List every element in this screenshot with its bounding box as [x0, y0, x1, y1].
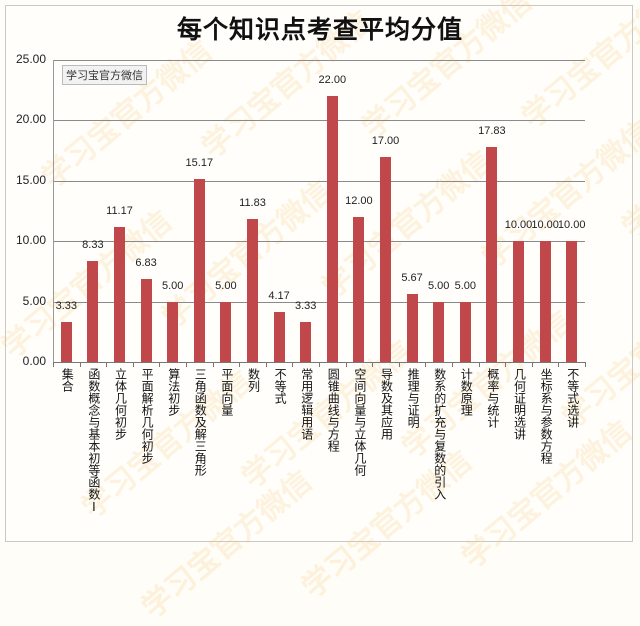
- y-axis: [53, 60, 54, 362]
- bar: [539, 241, 551, 362]
- bar: [566, 241, 578, 362]
- bar: [247, 219, 258, 362]
- y-tick-label: 10.00: [15, 233, 46, 248]
- x-tick: [319, 362, 320, 367]
- chart-frame: [5, 5, 633, 542]
- chart-title: 每个知识点考查平均分值: [176, 15, 463, 44]
- x-category-label: 推理与证明: [406, 368, 421, 428]
- x-tick: [265, 362, 267, 367]
- bar-value-label: 3.33: [55, 299, 77, 312]
- x-tick: [53, 362, 54, 367]
- bar-value-label: 11.83: [239, 197, 266, 210]
- bar-value-label: 5.00: [215, 279, 237, 292]
- x-tick: [132, 362, 134, 367]
- x-tick: [531, 362, 533, 367]
- x-tick: [239, 362, 241, 367]
- annotation-label: 学习宝官方微信: [62, 65, 147, 85]
- x-tick: [452, 362, 453, 367]
- x-category-label: 常用逻辑用语: [299, 368, 314, 440]
- bar-value-label: 5.67: [401, 271, 423, 284]
- bar-value-label: 11.17: [106, 205, 133, 218]
- bar: [114, 227, 125, 362]
- bar-value-label: 12.00: [345, 195, 373, 208]
- x-tick: [425, 362, 427, 367]
- bar: [326, 96, 338, 362]
- x-tick: [106, 362, 108, 367]
- bar-value-label: 6.83: [135, 257, 157, 270]
- bar-value-label: 4.17: [268, 289, 290, 302]
- bar: [353, 217, 365, 362]
- x-tick: [212, 362, 214, 367]
- bar-value-label: 5.00: [454, 279, 476, 292]
- y-tick-label: 5.00: [22, 293, 46, 308]
- bar: [513, 241, 524, 362]
- bar-value-label: 10.00: [504, 219, 533, 232]
- x-category-label: 空间向量与立体几何: [352, 368, 367, 476]
- x-category-label: 算法初步: [166, 368, 181, 416]
- bar-value-label: 10.00: [557, 219, 586, 232]
- bar: [300, 321, 312, 362]
- bar: [433, 301, 445, 362]
- bar-value-label: 15.17: [185, 156, 214, 169]
- x-category-label: 函数概念与基本初等函数I: [86, 368, 101, 514]
- gridline: [53, 180, 585, 182]
- bar-value-label: 5.00: [161, 279, 184, 292]
- bar-value-label: 10.00: [531, 219, 559, 232]
- x-tick: [292, 362, 294, 367]
- gridline: [53, 301, 585, 303]
- gridline: [53, 120, 585, 122]
- gridline: [53, 60, 585, 61]
- plot-area: [53, 60, 585, 362]
- bar-value-label: 3.33: [294, 299, 317, 312]
- bar: [140, 279, 152, 362]
- x-tick: [372, 362, 374, 367]
- x-category-label: 不等式: [273, 368, 288, 404]
- x-category-label: 导数及其应用: [379, 368, 394, 440]
- bar: [193, 178, 205, 362]
- x-tick: [558, 362, 560, 367]
- x-tick: [79, 362, 81, 367]
- x-tick: [585, 362, 586, 367]
- bar-value-label: 5.00: [427, 279, 450, 292]
- x-tick: [345, 362, 347, 367]
- bar: [380, 156, 391, 362]
- gridline: [53, 241, 585, 243]
- y-tick-label: 0.00: [22, 354, 46, 368]
- x-tick: [186, 362, 187, 367]
- x-category-label: 数列: [246, 368, 261, 392]
- x-tick: [505, 362, 507, 367]
- x-category-label: 数系的扩充与复数的引入: [432, 368, 447, 500]
- bar: [486, 146, 498, 362]
- x-category-label: 概率与统计: [485, 368, 500, 428]
- x-category-label: 坐标系与参数方程: [539, 368, 554, 464]
- bar: [220, 301, 232, 362]
- x-category-label: 不等式选讲: [565, 368, 580, 428]
- x-tick: [398, 362, 400, 367]
- x-category-label: 几何证明选讲: [512, 368, 527, 440]
- bar: [167, 301, 179, 362]
- y-tick-label: 25.00: [15, 52, 46, 66]
- bar: [60, 321, 72, 362]
- x-category-label: 圆锥曲线与方程: [326, 368, 341, 452]
- x-category-label: 集合: [60, 368, 75, 392]
- bar-value-label: 17.00: [371, 134, 400, 147]
- y-tick-label: 20.00: [15, 112, 46, 127]
- x-category-label: 三角函数及解三角形: [193, 368, 208, 476]
- x-tick: [159, 362, 161, 367]
- x-category-label: 平面解析几何初步: [140, 368, 155, 464]
- x-tick: [478, 362, 480, 367]
- bar: [459, 301, 471, 362]
- x-category-label: 计数原理: [459, 368, 474, 416]
- bar-value-label: 8.33: [82, 239, 104, 252]
- bar: [273, 311, 285, 362]
- x-category-label: 平面向量: [219, 368, 234, 416]
- bar-value-label: 17.83: [478, 124, 506, 137]
- bar-value-label: 22.00: [318, 74, 347, 87]
- y-tick-label: 15.00: [15, 172, 46, 187]
- x-category-label: 立体几何初步: [113, 368, 128, 440]
- bar: [87, 261, 99, 362]
- bar: [406, 293, 418, 362]
